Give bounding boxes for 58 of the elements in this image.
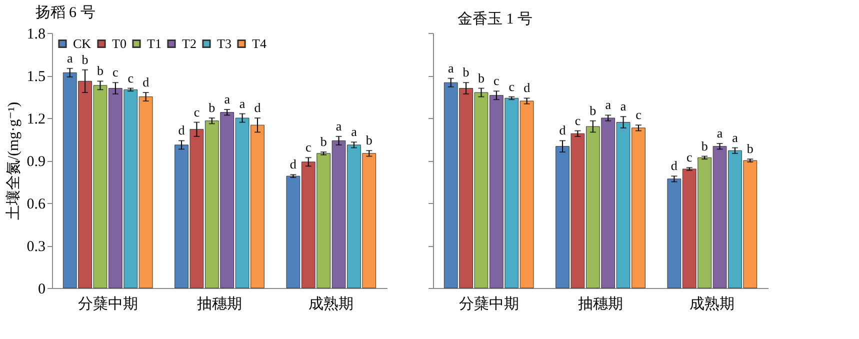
data-label: d [559,122,566,138]
x-tick-label: 分蘖中期 [458,296,519,312]
y-tick-label: 1.8 [26,26,46,42]
data-label: a [448,60,454,76]
data-label: c [194,104,200,120]
x-tick-label: 抽穗期 [197,296,242,312]
data-label: b [701,138,708,154]
data-label: a [605,97,612,112]
data-label: d [178,122,186,138]
data-label: d [670,158,678,174]
legend-label: T1 [147,36,162,51]
data-label: a [716,126,723,140]
legend-label: CK [73,36,92,51]
chart-title: 扬稻 6 号 [35,4,96,21]
data-label: d [524,80,531,96]
data-label: b [320,134,327,149]
x-tick-label: 抽穗期 [578,296,623,312]
x-tick-label: 分蘖中期 [78,296,138,312]
data-label: b [462,64,470,80]
y-tick-label: 1.5 [26,69,46,85]
legend-label: T4 [252,36,267,51]
legend-label: T0 [112,36,126,51]
data-label: a [620,98,626,114]
data-label: c [128,70,134,86]
data-label: a [732,130,738,145]
data-label: b [208,100,216,115]
data-label: c [112,64,119,80]
chart-title: 金香玉 1 号 [458,10,532,28]
data-label: c [574,112,581,128]
data-label: c [686,150,692,165]
legend-label: T3 [217,36,232,51]
data-label: a [336,118,342,134]
y-tick-label: 0.3 [26,239,46,255]
data-label: c [305,140,312,155]
x-tick-label: 成熟期 [308,296,354,312]
legend-label: T2 [182,36,196,51]
y-axis-title: 土壤全氮/(mg·g⁻¹) [4,102,22,220]
y-tick-label: 1.2 [26,112,46,128]
data-label: b [366,132,372,148]
data-label: a [239,96,246,111]
x-tick-label: 成熟期 [690,296,735,312]
data-label: b [96,63,104,78]
data-label: d [290,156,297,172]
data-label: b [82,52,88,67]
data-label: b [478,70,484,86]
y-tick-label: 0.6 [26,196,46,212]
data-label: d [254,100,262,115]
y-tick-label: 0 [38,282,46,298]
data-label: b [590,102,596,118]
data-label: a [66,50,73,66]
data-label: d [142,74,150,90]
data-label: a [351,124,358,140]
data-label: b [746,141,754,156]
data-label: a [224,92,230,106]
data-label: c [508,78,515,94]
y-tick-label: 0.9 [26,154,46,170]
data-label: c [636,107,642,122]
data-label: c [494,73,500,88]
